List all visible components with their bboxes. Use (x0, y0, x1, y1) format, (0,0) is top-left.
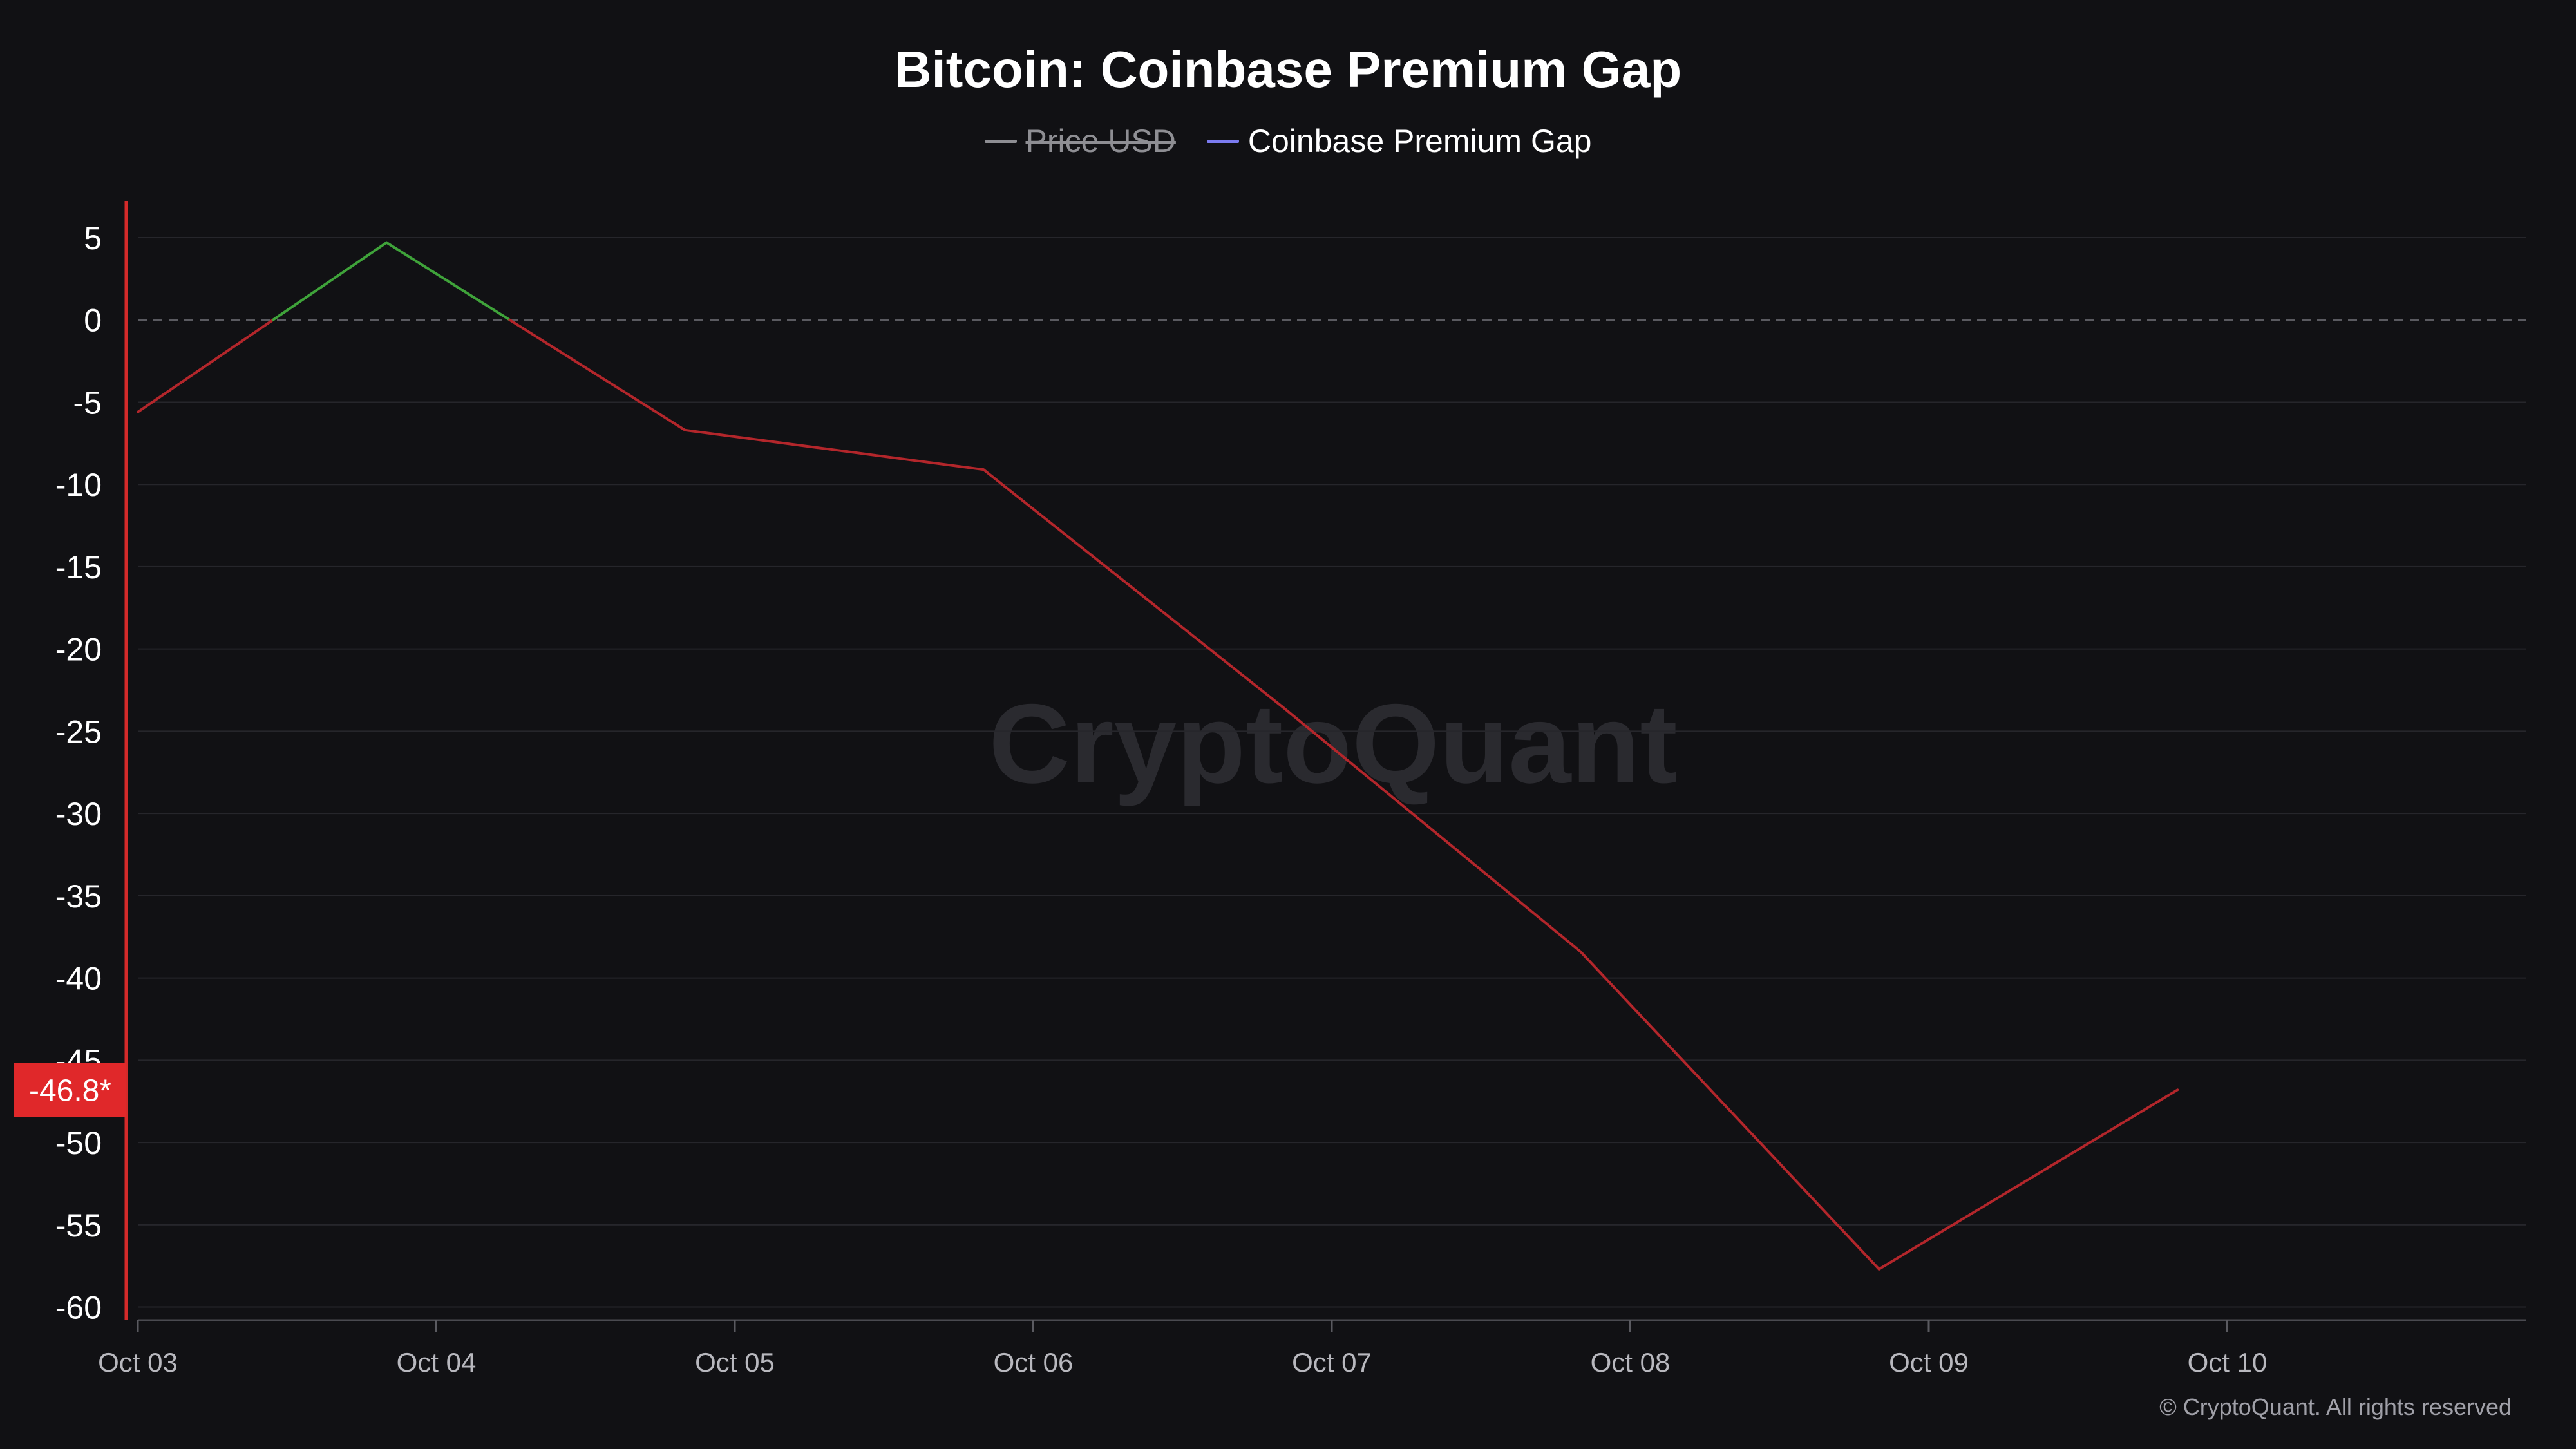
y-tick-label: -20 (55, 632, 102, 668)
x-tick-label: Oct 10 (2188, 1347, 2268, 1378)
legend-item-coinbase-premium-gap[interactable]: Coinbase Premium Gap (1206, 122, 1592, 160)
x-tick-label: Oct 05 (695, 1347, 775, 1378)
y-tick-label: 0 (84, 303, 102, 339)
y-tick-label: -5 (73, 384, 102, 421)
x-tick-label: Oct 06 (994, 1347, 1074, 1378)
y-tick-label: -10 (55, 467, 102, 503)
y-tick-label: -50 (55, 1125, 102, 1161)
series-segment (1579, 950, 1880, 1271)
series-segment (385, 241, 511, 321)
series-segment (683, 428, 985, 471)
x-tick-label: Oct 03 (98, 1347, 178, 1378)
series-segment (508, 318, 687, 431)
legend-label-price-usd: Price USD (1025, 123, 1176, 159)
chart-title: Bitcoin: Coinbase Premium Gap (894, 41, 1682, 98)
x-tick-label: Oct 08 (1591, 1347, 1671, 1378)
current-value-label: -46.8* (29, 1074, 111, 1108)
legend: Price USD Coinbase Premium Gap (0, 122, 2576, 160)
y-tick-label: -35 (55, 878, 102, 914)
copyright-footer: © CryptoQuant. All rights reserved (2159, 1394, 2512, 1420)
y-tick-label: -15 (55, 549, 102, 585)
series-segment (982, 468, 1283, 708)
series-segment (272, 241, 388, 321)
legend-label-coinbase-premium-gap: Coinbase Premium Gap (1247, 123, 1592, 159)
y-tick-label: 5 (84, 220, 102, 256)
series-segment (1280, 705, 1582, 953)
x-tick-label: Oct 09 (1889, 1347, 1969, 1378)
series-segment (137, 318, 274, 413)
legend-swatch-coinbase-premium-gap (1206, 139, 1239, 143)
y-tick-label: -55 (55, 1208, 102, 1244)
y-tick-label: -40 (55, 961, 102, 997)
y-tick-label: -25 (55, 714, 102, 750)
legend-swatch-price-usd (984, 139, 1017, 143)
y-tick-label: -30 (55, 796, 102, 832)
y-tick-label: -60 (55, 1290, 102, 1326)
watermark: CryptoQuant (989, 681, 1677, 807)
series-segment (1877, 1088, 2179, 1271)
x-tick-label: Oct 04 (397, 1347, 477, 1378)
legend-item-price-usd[interactable]: Price USD (984, 122, 1176, 160)
current-value-badge (14, 1063, 126, 1117)
x-tick-label: Oct 07 (1292, 1347, 1372, 1378)
